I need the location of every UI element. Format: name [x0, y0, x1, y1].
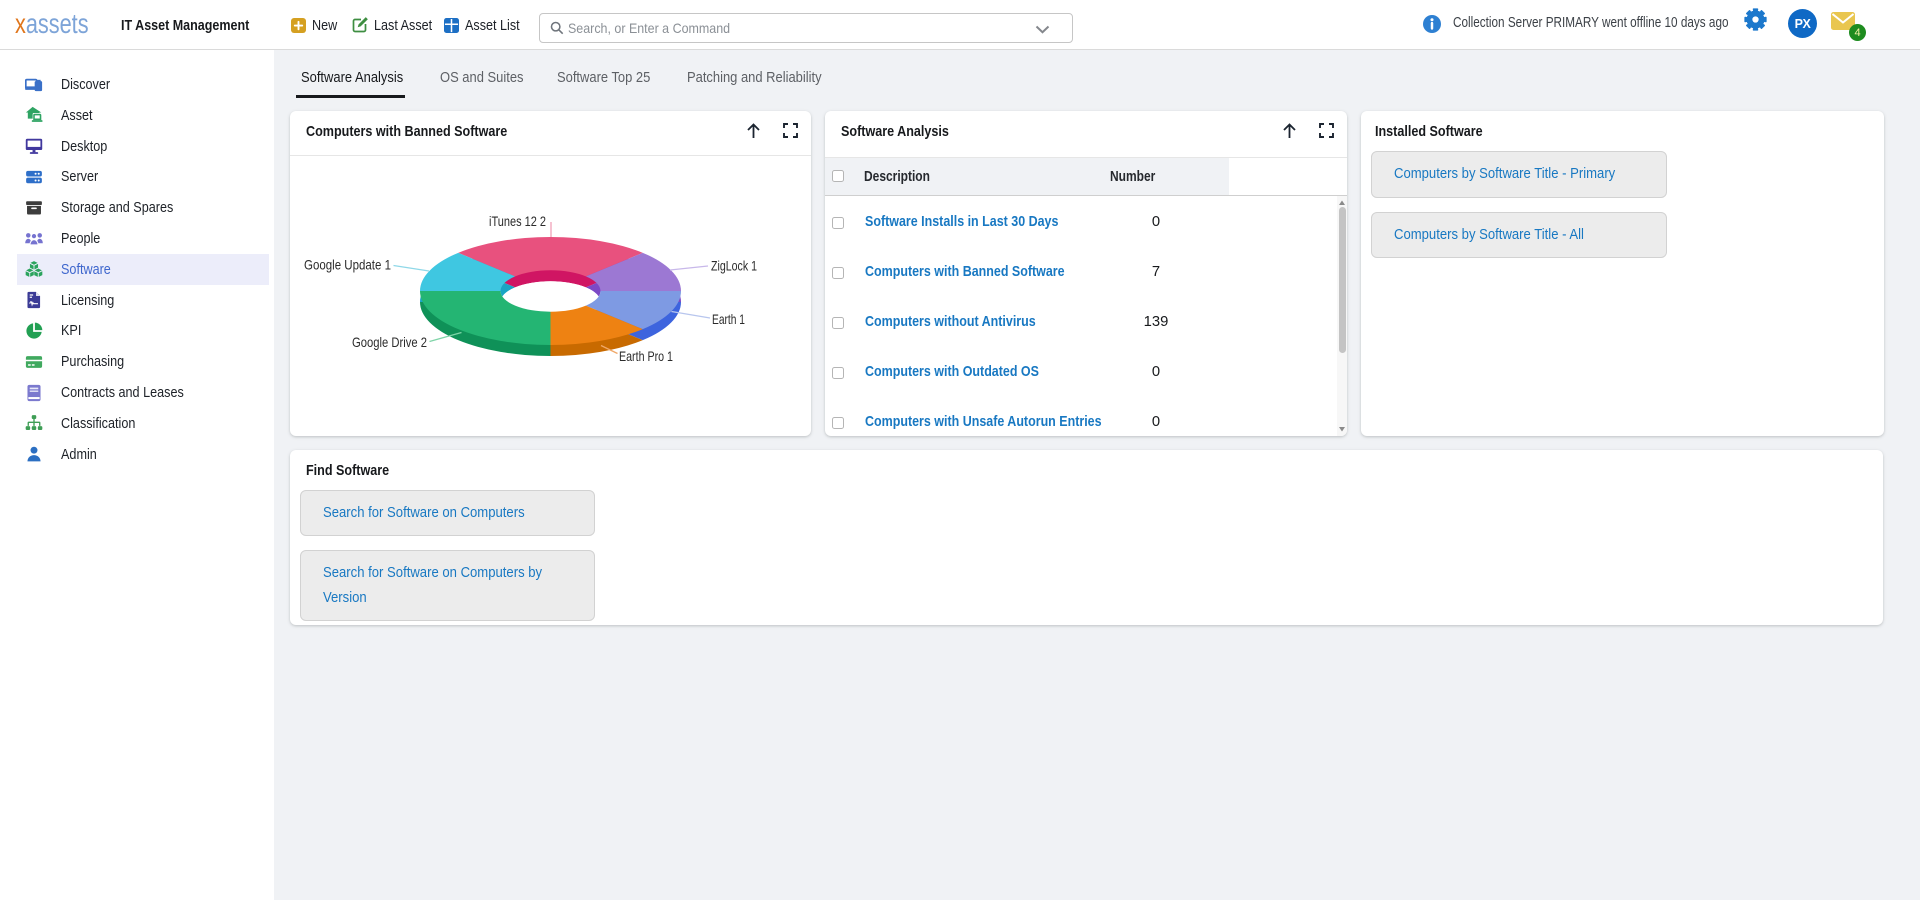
svg-text:iTunes 12 2: iTunes 12 2 — [489, 213, 546, 229]
svg-text:Earth 1: Earth 1 — [712, 311, 745, 327]
svg-text:Google Drive 2: Google Drive 2 — [352, 334, 427, 350]
svg-text:Google Update 1: Google Update 1 — [304, 256, 391, 272]
svg-text:Earth Pro 1: Earth Pro 1 — [619, 348, 673, 364]
svg-text:ZigLock 1: ZigLock 1 — [711, 257, 757, 273]
